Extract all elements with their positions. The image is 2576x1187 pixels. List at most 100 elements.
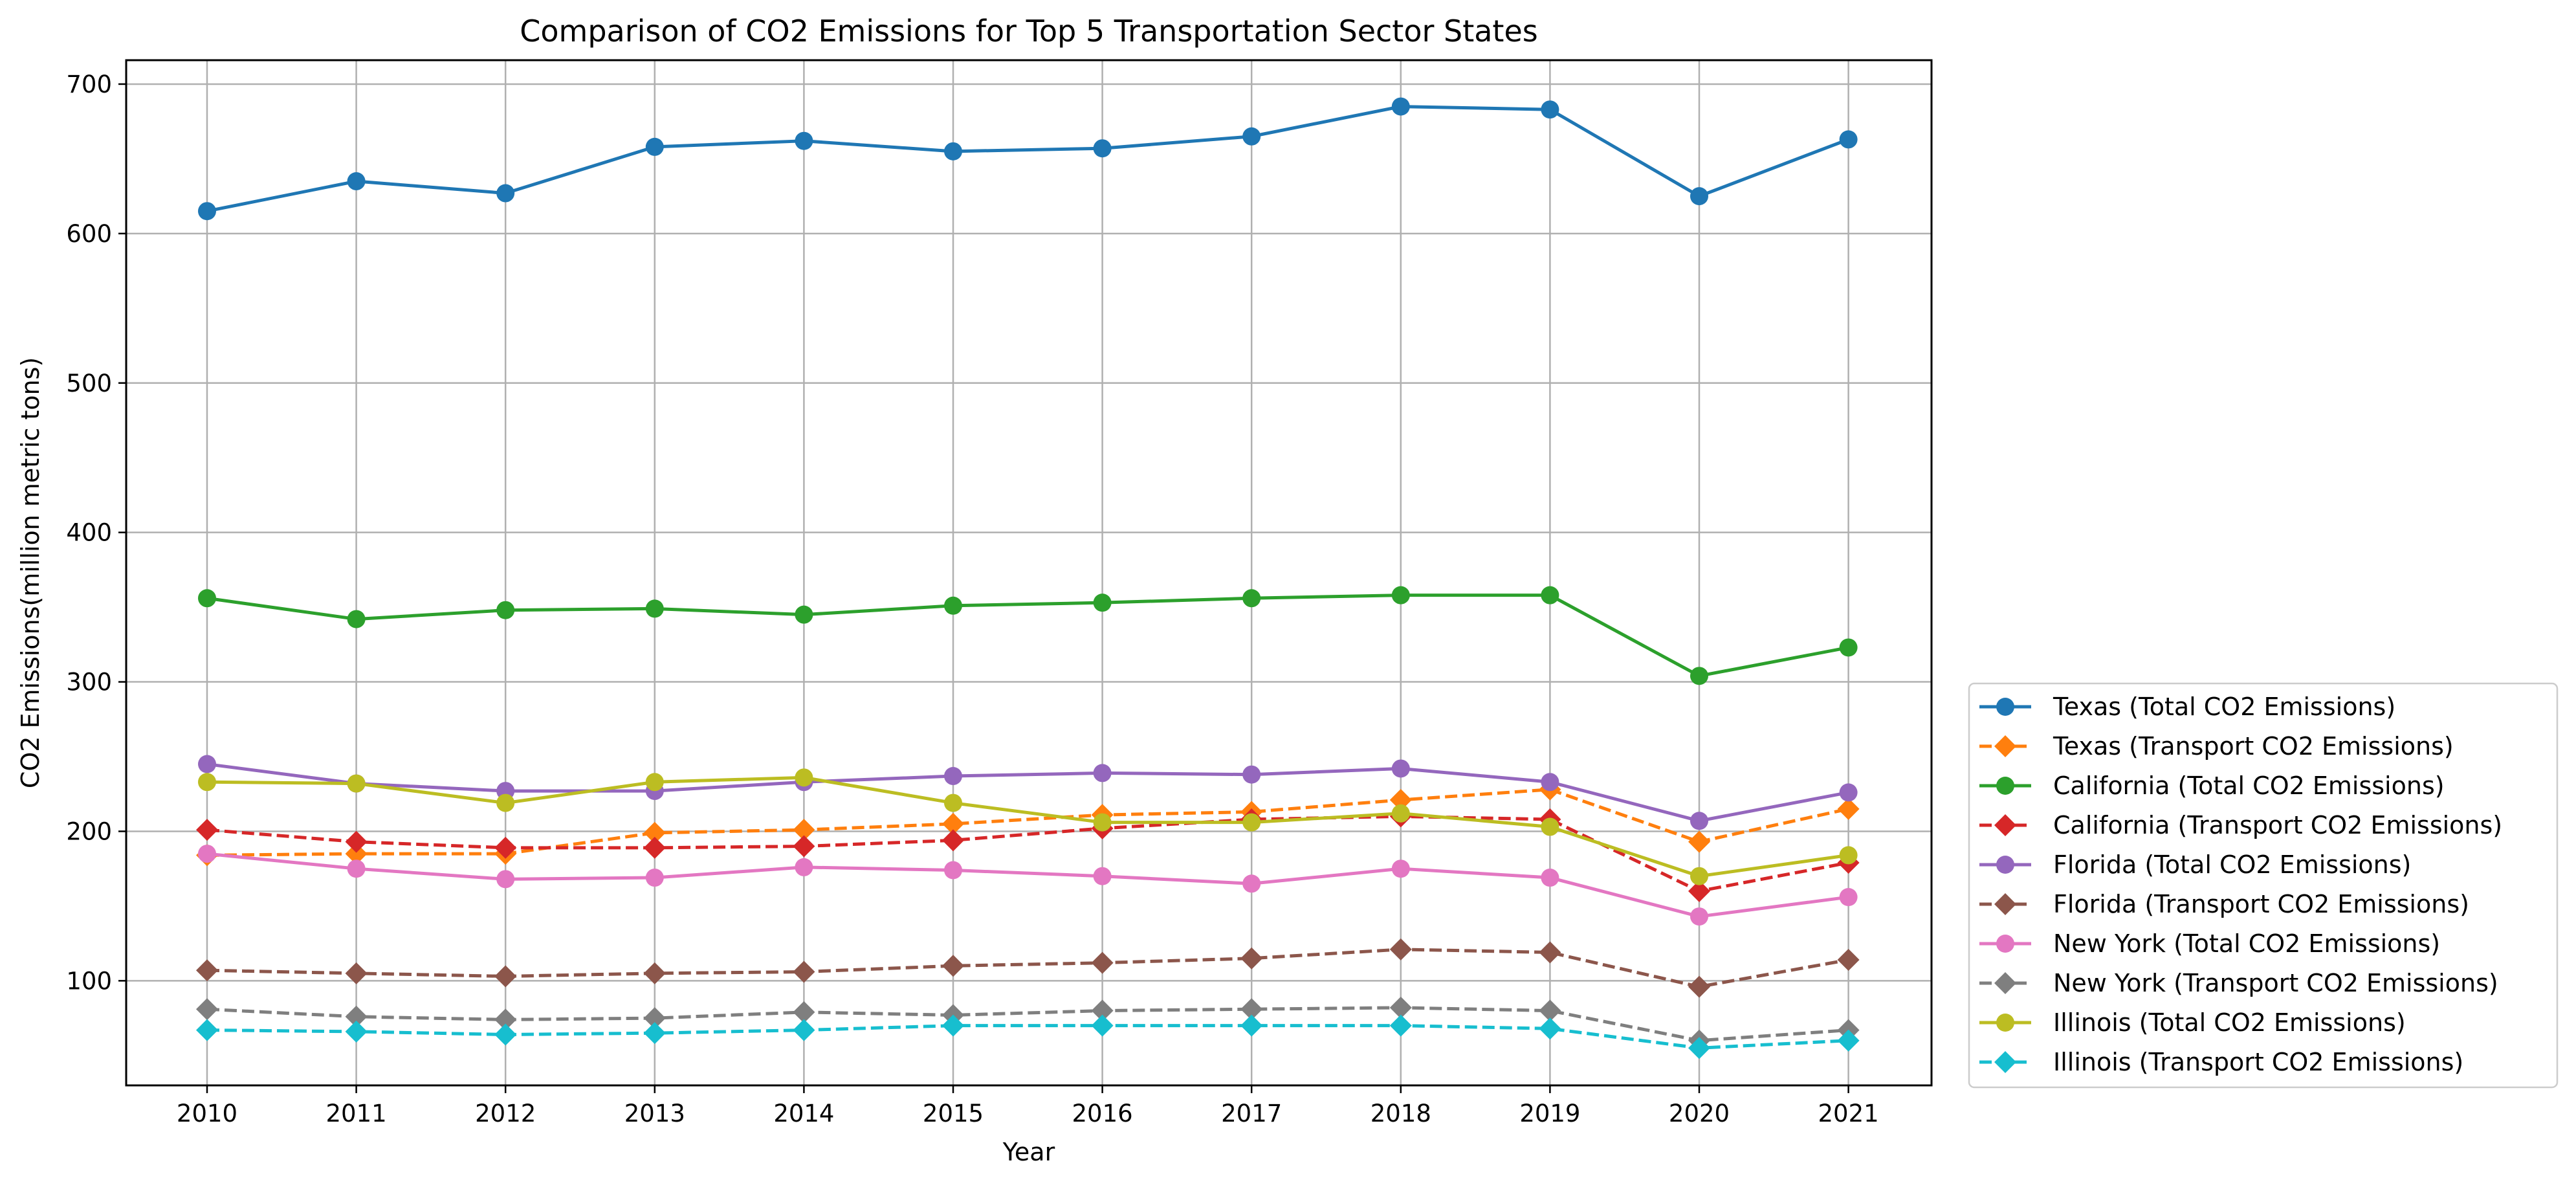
data-point [1240,998,1263,1021]
y-axis-label: CO2 Emissions(million metric tons) [16,357,45,788]
data-point [1093,813,1112,832]
y-tick-label: 200 [66,817,112,845]
legend-label: Illinois (Total CO2 Emissions) [2053,1008,2406,1037]
data-point [496,184,515,203]
series-line [206,788,1849,857]
data-point [944,793,962,812]
legend-item: California (Total CO2 Emissions) [1979,771,2445,800]
data-point [1837,949,1860,971]
data-point [496,601,515,619]
series-california-transport-co2-emissions [196,805,1860,902]
data-point [1391,586,1410,605]
data-point [1391,759,1410,778]
series-layer [196,97,1860,1059]
x-tick-label: 2016 [1072,1100,1133,1127]
legend-marker [1994,1051,2016,1073]
data-point [1539,999,1561,1022]
x-tick-label: 2018 [1371,1100,1431,1127]
data-point [198,202,216,221]
data-point [944,861,962,880]
grid [126,60,1932,1085]
data-point [643,821,666,844]
data-point [1839,638,1858,657]
y-tick-label: 100 [66,967,112,995]
data-point [1690,667,1708,685]
data-point [1839,783,1858,802]
legend-marker [1994,972,2016,994]
legend-label: California (Total CO2 Emissions) [2053,771,2445,800]
data-point [793,835,815,858]
legend-label: New York (Total CO2 Emissions) [2053,929,2440,958]
data-point [196,998,218,1021]
data-point [645,137,664,156]
series-line [206,594,1849,678]
data-point [1391,804,1410,823]
series-new-york-transport-co2-emissions [196,996,1860,1052]
data-point [1541,100,1559,119]
data-point [347,172,366,191]
data-point [942,812,964,835]
data-point [1688,1037,1710,1059]
legend-label: Florida (Transport CO2 Emissions) [2053,890,2469,918]
data-point [1093,867,1112,885]
data-point [643,836,666,859]
data-point [347,774,366,793]
data-point [345,830,368,853]
data-point [1093,764,1112,782]
series-line [206,814,1849,893]
data-point [645,869,664,887]
x-tick-label: 2019 [1519,1100,1580,1127]
data-point [496,793,515,812]
legend-item: Texas (Transport CO2 Emissions) [1979,732,2454,760]
data-point [795,858,813,876]
data-point [942,955,964,977]
data-point [1242,765,1261,784]
data-point [1091,951,1114,974]
data-point [1839,888,1858,907]
data-point [496,870,515,889]
data-point [1839,130,1858,149]
data-point [1240,1014,1263,1037]
data-point [494,965,517,988]
data-point [1389,996,1412,1019]
data-point [1688,975,1710,998]
legend-item: New York (Transport CO2 Emissions) [1979,969,2498,997]
x-tick-label: 2017 [1221,1100,1282,1127]
data-point [793,1001,815,1023]
data-point [494,1008,517,1031]
series-illinois-transport-co2-emissions [196,1014,1860,1059]
x-tick-label: 2010 [177,1100,237,1127]
data-point [645,773,664,792]
legend-marker [1996,777,2014,795]
series-line [206,948,1849,989]
axes: 2010 2011 2012 2013 2014 2015 2016 2017 2018 2019… [66,71,1878,1127]
data-point [793,1019,815,1041]
legend-label: Texas (Total CO2 Emissions) [2053,693,2395,721]
data-point [1837,1029,1860,1052]
data-point [1091,999,1114,1022]
legend-marker [1994,814,2016,836]
x-tick-label: 2011 [326,1100,387,1127]
data-point [942,829,964,852]
data-point [1690,187,1708,206]
x-tick-label: 2014 [773,1100,834,1127]
data-point [1541,869,1559,887]
legend-box [1968,682,2559,1089]
x-tick-label: 2013 [624,1100,685,1127]
data-point [795,605,813,624]
legend-marker [1996,935,2014,953]
data-point [793,960,815,983]
data-point [1389,788,1412,811]
series-new-york-total-co2-emissions [198,845,1858,926]
data-point [345,1020,368,1043]
data-point [944,596,962,615]
legend-marker [1994,735,2016,757]
data-point [1541,586,1559,605]
legend-item: Illinois (Total CO2 Emissions) [1979,1008,2406,1037]
legend-item: California (Transport CO2 Emissions) [1979,811,2502,839]
legend-label: Illinois (Transport CO2 Emissions) [2053,1048,2463,1076]
data-point [196,819,218,841]
data-point [1688,830,1710,853]
data-point [1541,773,1559,792]
